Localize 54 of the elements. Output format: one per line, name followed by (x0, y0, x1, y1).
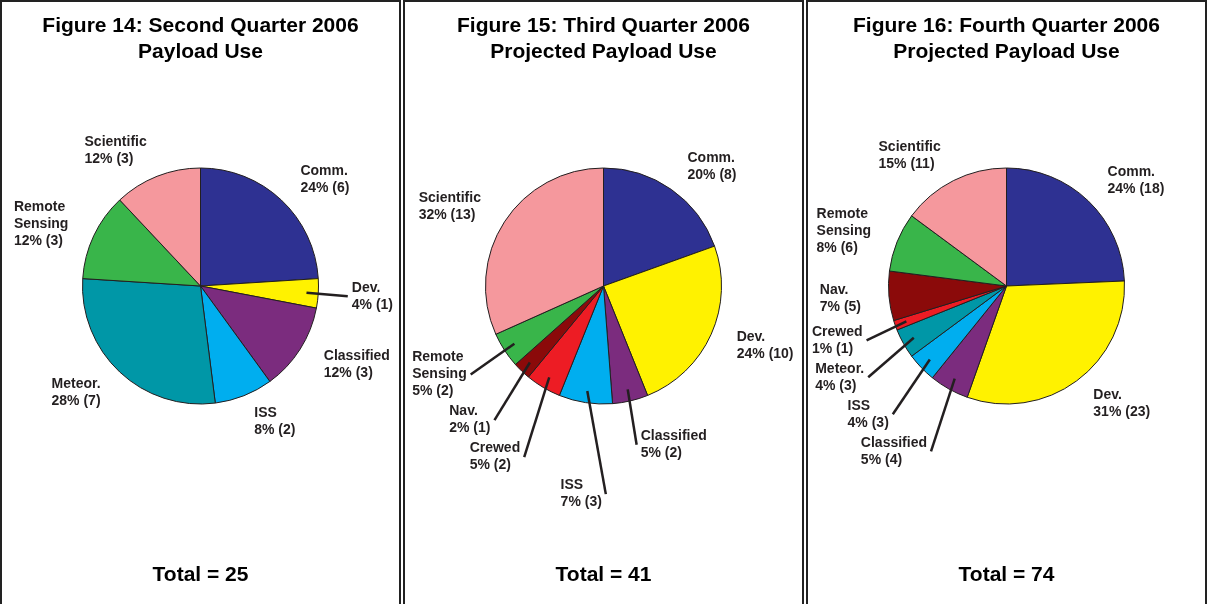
slice-label: ISS (254, 404, 277, 421)
slice-label: Remote Sensing (816, 205, 872, 239)
slice-label: ISS (560, 476, 584, 493)
slice-label: Nav. (819, 280, 849, 297)
slice-label: Comm. (1107, 162, 1155, 179)
data-label: 24% (10) (736, 345, 794, 362)
data-label: 28% (7) (51, 391, 101, 408)
slice-label: Comm. (300, 161, 348, 178)
chart-title: Figure 14: Second Quarter 2006 Payload Use (41, 12, 360, 64)
data-label: 2% (1) (449, 419, 491, 436)
data-label: 4% (3) (847, 413, 889, 430)
data-label: 24% (18) (1107, 179, 1165, 196)
slice-label: Crewed (469, 439, 521, 456)
slice-label: Dev. (736, 328, 766, 345)
text: Total = 25 (151, 562, 250, 586)
data-label: 5% (4) (860, 450, 903, 467)
data-label: 32% (13) (418, 206, 476, 222)
slice-label: Classified (323, 346, 390, 363)
slice-label: Remote Sensing (412, 348, 467, 382)
slice-label: Meteor. (815, 359, 865, 376)
data-label: 12% (3) (13, 231, 63, 248)
chart-title: Figure 16: Fourth Quarter 2006 Projected Payload Use (852, 12, 1161, 64)
data-label: 5% (2) (412, 382, 454, 399)
data-label: 15% (11) (878, 154, 935, 171)
slice-label: ISS (847, 396, 871, 413)
data-label: 5% (2) (640, 444, 682, 461)
slice-label: Comm. (687, 148, 735, 165)
data-label: 7% (5) (819, 297, 862, 314)
chart-title: Figure 15: Third Quarter 2006 Projected Payload Use (456, 12, 751, 64)
data-label: 12% (3) (84, 149, 134, 166)
text: Total = 41 (554, 562, 653, 586)
data-label: 24% (6) (300, 178, 350, 195)
data-label: 31% (23) (1093, 402, 1151, 419)
slice-label: Scientific (878, 137, 941, 154)
data-label: 8% (6) (816, 239, 858, 256)
slice-label: Dev. (1093, 385, 1122, 402)
data-label: 5% (2) (469, 456, 511, 473)
slice-label: Classified (640, 427, 707, 444)
slice-label: Classified (860, 433, 928, 450)
data-label: 1% (1) (812, 339, 854, 356)
data-label: 4% (1) (351, 295, 393, 312)
data-label: 4% (3) (815, 376, 857, 393)
slice-label: Scientific (84, 132, 147, 149)
text: Total = 74 (957, 562, 1056, 586)
slice-label: Meteor. (51, 374, 101, 391)
slice-label: Nav. (449, 402, 478, 419)
data-label: 12% (3) (323, 363, 373, 380)
slice-label: Dev. (351, 278, 381, 295)
data-label: 8% (2) (254, 421, 296, 438)
slice-label: Remote Sensing (13, 197, 69, 231)
data-label: 20% (8) (687, 165, 737, 182)
data-label: 7% (3) (560, 493, 602, 510)
slice-label: Scientific (418, 189, 482, 205)
slice-label: Crewed (812, 322, 863, 339)
